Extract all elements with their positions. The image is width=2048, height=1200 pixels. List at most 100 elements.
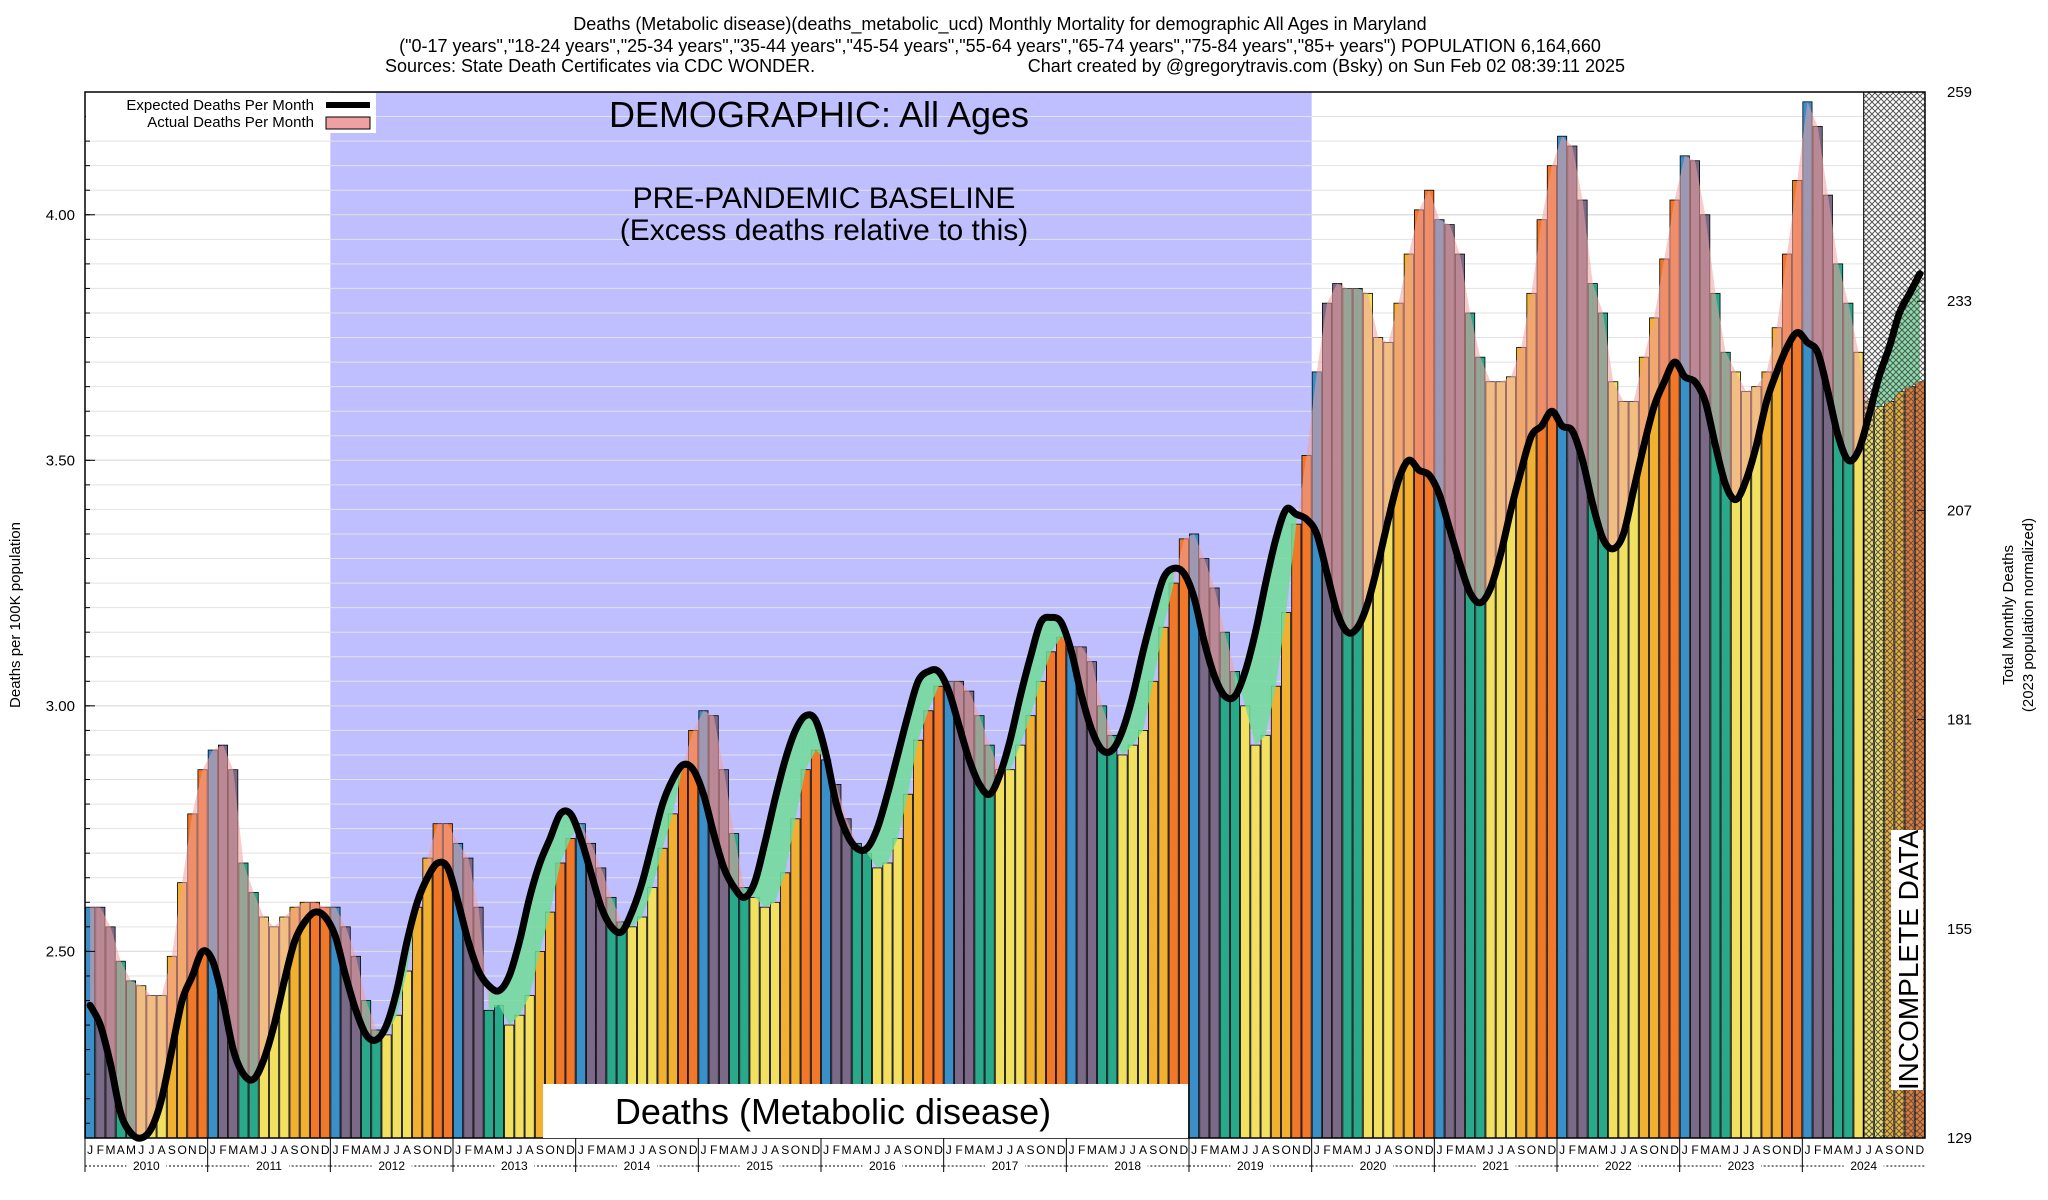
excess-fill bbox=[1725, 352, 1736, 500]
x-month-label: A bbox=[1384, 1143, 1392, 1157]
x-month-label: J bbox=[1610, 1143, 1616, 1157]
excess-fill bbox=[1439, 219, 1450, 530]
excess-fill bbox=[1102, 705, 1113, 751]
legend-expected-label: Expected Deaths Per Month bbox=[126, 97, 314, 114]
x-month-label: N bbox=[1047, 1143, 1056, 1157]
data-bar bbox=[1229, 671, 1241, 1139]
x-month-label: A bbox=[1630, 1143, 1638, 1157]
baseline-region bbox=[330, 92, 1312, 1138]
excess-fill bbox=[979, 715, 990, 795]
x-month-label: M bbox=[617, 1143, 627, 1157]
excess-fill bbox=[1664, 200, 1675, 382]
expected-deaths-line bbox=[86, 270, 1924, 1142]
deficit-fill bbox=[918, 671, 929, 741]
year-label-bg bbox=[617, 1158, 657, 1173]
x-month-label: S bbox=[1027, 1143, 1035, 1157]
x-month-label: O bbox=[1404, 1143, 1413, 1157]
year-label-bg bbox=[1598, 1158, 1639, 1173]
data-bar bbox=[381, 1034, 392, 1139]
excess-fill bbox=[1408, 209, 1419, 471]
x-month-label: D bbox=[1425, 1143, 1434, 1157]
data-bar bbox=[994, 769, 1005, 1139]
x-month-label: J bbox=[762, 1143, 768, 1157]
data-bar bbox=[524, 995, 535, 1139]
x-month-label: J bbox=[332, 1143, 338, 1157]
excess-fill bbox=[345, 926, 356, 1011]
x-month-label: J bbox=[506, 1143, 512, 1157]
excess-fill bbox=[120, 961, 131, 1134]
excess-fill bbox=[1480, 357, 1491, 603]
excess-fill bbox=[192, 769, 203, 976]
x-month-label: S bbox=[1640, 1143, 1648, 1157]
excess-fill bbox=[1378, 337, 1389, 564]
data-bar bbox=[923, 710, 934, 1139]
data-bar bbox=[1056, 636, 1067, 1139]
deficit-fill bbox=[887, 754, 898, 863]
excess-fill bbox=[1572, 146, 1583, 461]
x-month-label: D bbox=[934, 1143, 943, 1157]
deficit-fill bbox=[795, 715, 806, 819]
x-month-label: O bbox=[177, 1143, 186, 1157]
x-month-label: J bbox=[138, 1143, 144, 1157]
x-month-label: F bbox=[219, 1143, 226, 1157]
y-axis-label-left: Deaths per 100K population bbox=[7, 522, 24, 708]
x-month-label: A bbox=[117, 1143, 125, 1157]
x-month-label: M bbox=[719, 1143, 729, 1157]
x-month-label: D bbox=[689, 1143, 698, 1157]
x-month-label: D bbox=[1916, 1143, 1925, 1157]
excess-fill bbox=[1337, 283, 1348, 633]
data-bar bbox=[1270, 685, 1281, 1139]
x-month-label: M bbox=[1475, 1143, 1485, 1157]
excess-fill bbox=[1551, 136, 1563, 426]
data-bar bbox=[1281, 612, 1292, 1139]
excess-fill bbox=[1695, 160, 1706, 402]
excess-fill bbox=[1592, 283, 1603, 539]
data-bar bbox=[1240, 705, 1251, 1139]
x-year-label: 2013 bbox=[501, 1159, 528, 1173]
excess-fill bbox=[131, 980, 142, 1138]
legend-actual-swatch bbox=[325, 116, 371, 130]
x-year-label: 2021 bbox=[1482, 1159, 1509, 1173]
x-month-label: M bbox=[985, 1143, 995, 1157]
x-month-label: J bbox=[210, 1143, 216, 1157]
excess-fill bbox=[1490, 381, 1501, 588]
incomplete-data-label: INCOMPLETE DATA bbox=[1893, 830, 1924, 1091]
x-month-label: J bbox=[261, 1143, 267, 1157]
x-month-label: S bbox=[1517, 1143, 1525, 1157]
x-month-label: S bbox=[904, 1143, 912, 1157]
x-month-label: J bbox=[1130, 1143, 1136, 1157]
x-month-label: M bbox=[739, 1143, 749, 1157]
x-month-label: F bbox=[97, 1143, 104, 1157]
year-label-bg bbox=[739, 1158, 780, 1173]
demographic-label: DEMOGRAPHIC: All Ages bbox=[609, 94, 1029, 135]
excess-fill bbox=[1224, 632, 1235, 697]
x-month-label: M bbox=[964, 1143, 974, 1157]
data-bar bbox=[483, 1009, 494, 1139]
x-month-label: A bbox=[1016, 1143, 1024, 1157]
legend-actual-label: Actual Deaths Per Month bbox=[147, 114, 314, 131]
data-bar bbox=[913, 739, 924, 1139]
year-label-bg bbox=[862, 1158, 903, 1173]
x-month-label: J bbox=[1866, 1143, 1872, 1157]
data-bar bbox=[493, 1005, 505, 1139]
excess-fill bbox=[1470, 312, 1481, 603]
x-month-label: M bbox=[1230, 1143, 1240, 1157]
x-month-label: M bbox=[1210, 1143, 1220, 1157]
x-year-label: 2018 bbox=[1114, 1159, 1141, 1173]
year-label-bg bbox=[1353, 1158, 1393, 1173]
data-bar bbox=[1741, 391, 1752, 1139]
deficit-fill bbox=[519, 897, 530, 1016]
year-label-bg bbox=[1475, 1158, 1516, 1173]
data-bar bbox=[1148, 680, 1159, 1139]
x-month-label: F bbox=[833, 1143, 840, 1157]
x-month-label: A bbox=[280, 1143, 288, 1157]
x-month-label: S bbox=[1395, 1143, 1403, 1157]
excess-fill bbox=[1347, 288, 1358, 633]
x-month-label: A bbox=[1875, 1143, 1883, 1157]
y2-tick-label: 181 bbox=[1947, 712, 1972, 729]
x-month-label: J bbox=[1498, 1143, 1504, 1157]
x-month-label: J bbox=[271, 1143, 277, 1157]
x-month-label: N bbox=[1169, 1143, 1178, 1157]
excess-fill bbox=[1674, 155, 1685, 377]
